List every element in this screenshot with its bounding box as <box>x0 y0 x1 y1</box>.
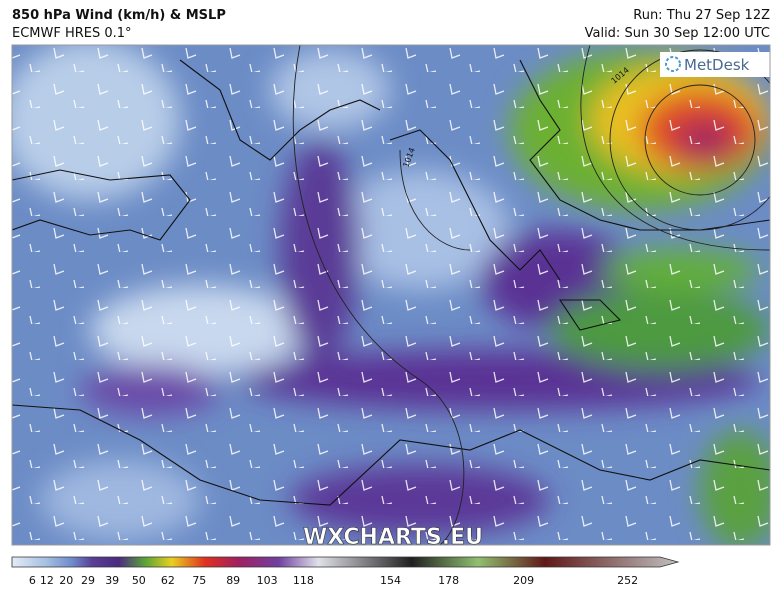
colorbar-tick-label: 178 <box>438 574 459 587</box>
colorbar-tick-label: 89 <box>226 574 240 587</box>
colorbar-tick-label: 6 <box>29 574 36 587</box>
model-name: ECMWF HRES 0.1° <box>12 26 132 41</box>
coastlines <box>12 59 770 506</box>
valid-time: Valid: Sun 30 Sep 12:00 UTC <box>584 26 770 41</box>
wind-field <box>12 45 770 545</box>
map-title: 850 hPa Wind (km/h) & MSLP <box>12 8 226 23</box>
colorbar-tick-label: 12 <box>40 574 54 587</box>
isobars <box>292 45 770 545</box>
logo-icon <box>665 56 681 72</box>
logo-box <box>660 52 770 77</box>
watermark: WXCHARTS.EU <box>303 525 483 550</box>
colorbar-tick-label: 75 <box>192 574 206 587</box>
colorbar-tick-label: 118 <box>293 574 314 587</box>
colorbar: 6 12 20 29 39 50 62 75 89 103 118 154 178 209 252 <box>11 556 680 587</box>
colorbar-tick-label: 103 <box>257 574 278 587</box>
colorbar-tick-label: 209 <box>513 574 534 587</box>
colorbar-tick-label: 62 <box>161 574 175 587</box>
colorbar-tick-label: 39 <box>105 574 119 587</box>
logo-text: MetDesk <box>684 56 750 74</box>
colorbar-tick-label: 29 <box>81 574 95 587</box>
map-frame <box>11 44 771 546</box>
colorbar-tick-label: 154 <box>380 574 401 587</box>
colorbar-tick-label: 20 <box>59 574 73 587</box>
colorbar-tick-label: 252 <box>617 574 638 587</box>
colorbar-tick-label: 50 <box>132 574 146 587</box>
colorbar-strip <box>11 556 680 568</box>
run-time: Run: Thu 27 Sep 12Z <box>633 8 770 23</box>
